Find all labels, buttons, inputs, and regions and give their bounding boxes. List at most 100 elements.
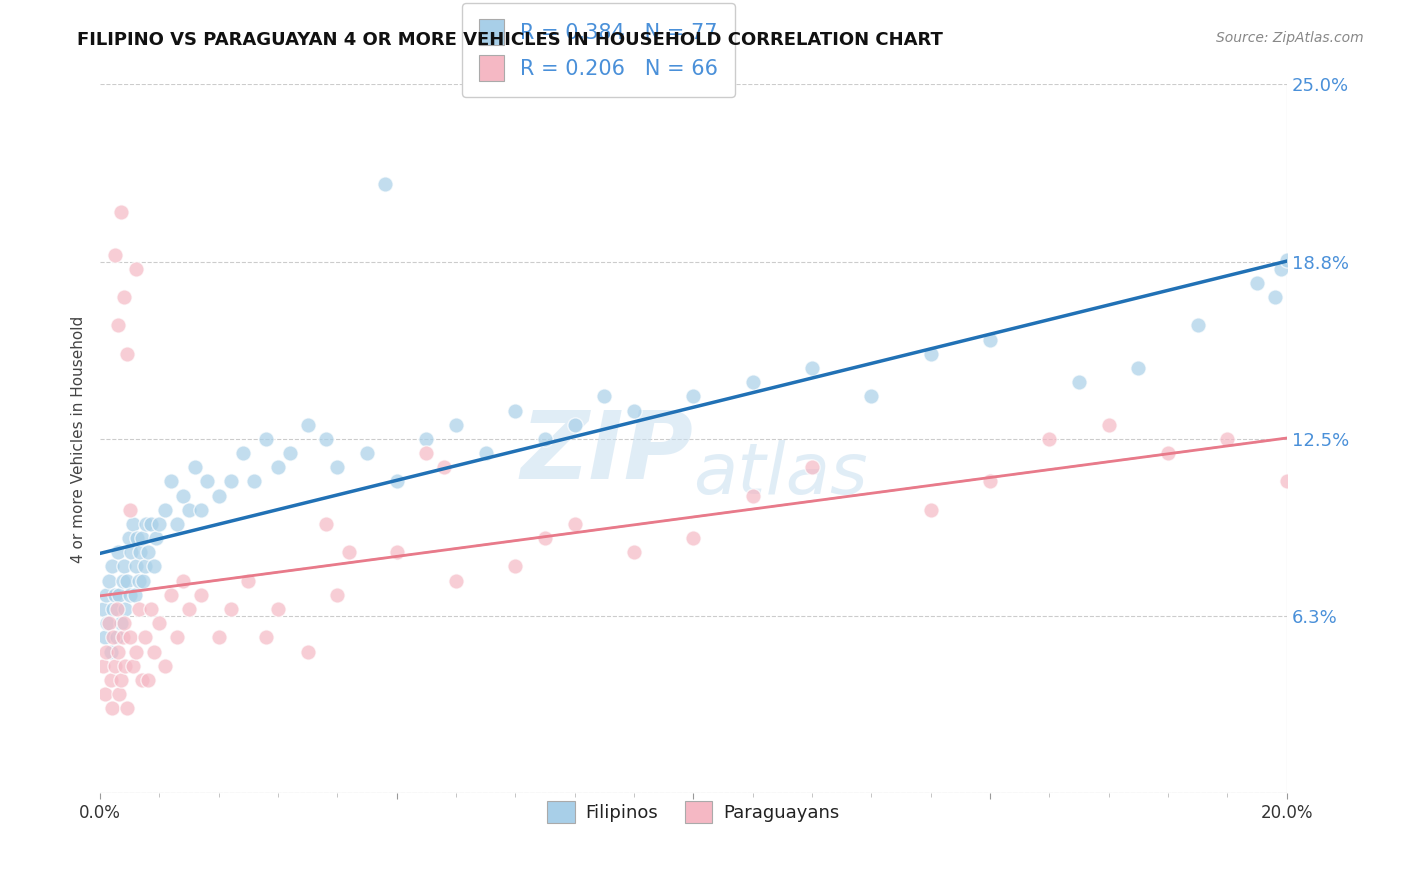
Point [131, 531, 153, 545]
Point [326, 588, 349, 602]
Point [741, 375, 763, 389]
Point [297, 644, 319, 658]
Point [1275, 475, 1298, 489]
Point [337, 545, 360, 559]
Point [190, 588, 212, 602]
Point [98, 574, 121, 588]
Point [105, 602, 128, 616]
Point [110, 616, 132, 631]
Point [682, 531, 704, 545]
Point [148, 616, 170, 631]
Point [1246, 276, 1268, 290]
Point [142, 559, 165, 574]
Point [219, 602, 242, 616]
Point [118, 631, 141, 645]
Point [128, 602, 150, 616]
Point [160, 475, 183, 489]
Point [124, 588, 146, 602]
Point [139, 516, 162, 531]
Point [155, 658, 177, 673]
Point [179, 602, 201, 616]
Point [208, 631, 231, 645]
Point [474, 446, 496, 460]
Point [107, 318, 129, 333]
Point [184, 460, 207, 475]
Point [118, 503, 141, 517]
Point [160, 588, 183, 602]
Point [118, 588, 141, 602]
Point [148, 516, 170, 531]
Point [219, 475, 242, 489]
Point [98, 616, 121, 631]
Text: FILIPINO VS PARAGUAYAN 4 OR MORE VEHICLES IN HOUSEHOLD CORRELATION CHART: FILIPINO VS PARAGUAYAN 4 OR MORE VEHICLE… [77, 31, 943, 49]
Point [267, 460, 290, 475]
Point [96, 616, 118, 631]
Text: atlas: atlas [693, 440, 868, 508]
Point [278, 446, 301, 460]
Point [94, 631, 117, 645]
Point [1067, 375, 1090, 389]
Point [172, 574, 194, 588]
Point [115, 347, 138, 361]
Point [114, 602, 136, 616]
Point [136, 673, 159, 687]
Point [145, 531, 167, 545]
Point [1187, 318, 1209, 333]
Point [444, 574, 467, 588]
Point [94, 588, 117, 602]
Point [125, 531, 148, 545]
Point [297, 417, 319, 432]
Point [166, 516, 188, 531]
Point [112, 559, 135, 574]
Point [238, 574, 260, 588]
Point [385, 475, 408, 489]
Point [104, 588, 127, 602]
Point [142, 644, 165, 658]
Point [108, 588, 131, 602]
Point [110, 673, 132, 687]
Point [120, 545, 142, 559]
Point [132, 574, 155, 588]
Point [534, 432, 557, 446]
Point [1275, 253, 1298, 268]
Point [136, 545, 159, 559]
Point [243, 475, 266, 489]
Point [104, 658, 127, 673]
Point [623, 545, 645, 559]
Point [107, 644, 129, 658]
Point [172, 489, 194, 503]
Point [505, 559, 527, 574]
Point [231, 446, 253, 460]
Point [1264, 290, 1286, 304]
Point [315, 432, 337, 446]
Point [135, 516, 157, 531]
Point [920, 347, 942, 361]
Point [326, 460, 349, 475]
Point [979, 333, 1001, 347]
Point [115, 701, 138, 715]
Point [623, 403, 645, 417]
Point [534, 531, 557, 545]
Point [254, 631, 277, 645]
Point [134, 631, 156, 645]
Point [166, 631, 188, 645]
Point [139, 602, 162, 616]
Point [125, 559, 148, 574]
Point [190, 503, 212, 517]
Point [179, 503, 201, 517]
Point [115, 574, 138, 588]
Point [1216, 432, 1239, 446]
Point [254, 432, 277, 446]
Point [91, 602, 114, 616]
Point [267, 602, 290, 616]
Point [101, 559, 124, 574]
Point [114, 658, 136, 673]
Y-axis label: 4 or more Vehicles in Household: 4 or more Vehicles in Household [72, 315, 86, 563]
Point [433, 460, 456, 475]
Point [105, 631, 128, 645]
Point [315, 516, 337, 531]
Point [111, 631, 134, 645]
Point [100, 644, 122, 658]
Point [415, 446, 437, 460]
Point [112, 290, 135, 304]
